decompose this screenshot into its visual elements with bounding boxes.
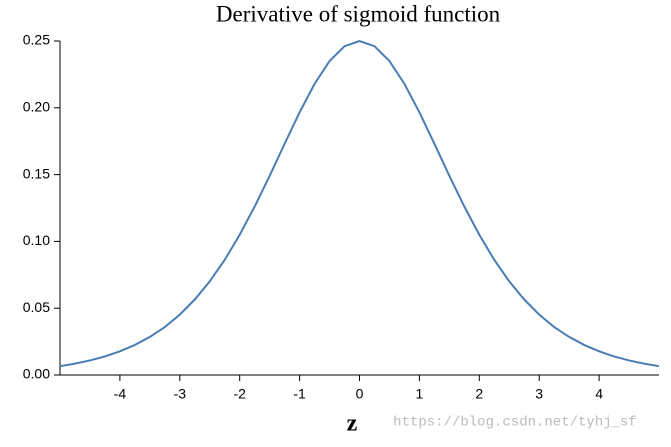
- y-tick-label: 0.10: [23, 232, 50, 248]
- x-tick-label: 4: [595, 386, 603, 402]
- x-tick-label: -2: [233, 386, 246, 402]
- line: [59, 39, 660, 368]
- x-tick-label: 3: [535, 386, 543, 402]
- watermark: https://blog.csdn.net/tyhj_sf: [393, 415, 637, 431]
- y-tick-label: 0.05: [23, 299, 50, 315]
- x-axis-label: z: [347, 411, 358, 437]
- y-tick-label: 0.20: [23, 99, 50, 115]
- y-tick-label: 0.00: [23, 366, 50, 382]
- y-tick-label: 0.15: [23, 165, 50, 181]
- y-tick-label: 0.25: [23, 32, 50, 48]
- x-tick-label: 2: [475, 386, 483, 402]
- x-tick-label: -1: [293, 386, 306, 402]
- chart-title: Derivative of sigmoid function: [216, 1, 501, 26]
- x-tick-label: -4: [114, 386, 127, 402]
- x-tick-label: 1: [416, 386, 424, 402]
- x-tick-label: -3: [174, 386, 187, 402]
- x-tick-label: 0: [356, 386, 364, 402]
